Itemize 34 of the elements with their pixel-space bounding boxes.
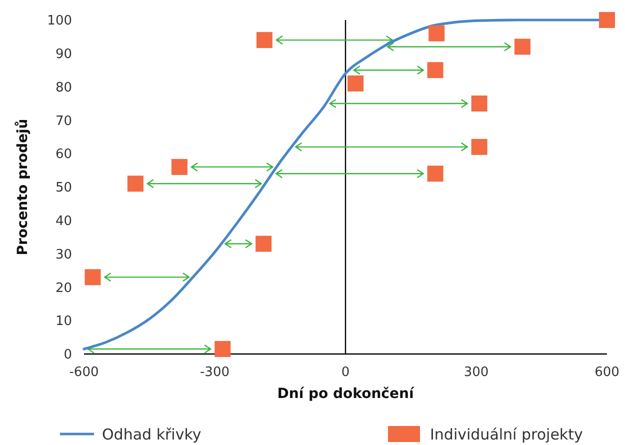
x-tick-label: -300: [200, 365, 230, 380]
y-axis-title: Procento prodejů: [14, 118, 31, 256]
y-tick-label: 100: [47, 14, 72, 29]
point: [427, 166, 444, 182]
y-tick-label: 0: [64, 348, 72, 363]
point: [256, 236, 272, 252]
y-tick-label: 70: [55, 114, 72, 129]
x-axis-title: Dní po dokončení: [277, 386, 415, 402]
point: [127, 176, 144, 192]
y-tick-label: 50: [55, 180, 72, 196]
y-tick-label: 20: [55, 280, 72, 296]
point: [214, 340, 231, 357]
y-tick-label: 90: [55, 46, 72, 62]
point: [427, 62, 444, 78]
y-tick-label: 60: [55, 147, 72, 162]
y-tick-label: 30: [55, 247, 72, 262]
x-tick-label: 300: [464, 365, 489, 380]
point: [171, 158, 188, 175]
point: [428, 25, 445, 42]
y-tick-label: 10: [55, 314, 72, 330]
x-tick-label: -600: [69, 365, 99, 380]
point: [348, 75, 364, 92]
y-tick-label: 40: [55, 214, 72, 229]
legend-label: Odhad křivky: [102, 425, 202, 444]
point: [256, 32, 272, 48]
point: [514, 38, 530, 55]
point: [84, 269, 101, 286]
x-tick-label: 0: [341, 365, 350, 380]
point: [599, 12, 615, 28]
point: [471, 96, 488, 112]
legend-label: Individuální projekty: [430, 425, 583, 444]
y-tick-label: 80: [55, 80, 72, 96]
point: [471, 138, 488, 155]
x-tick-label: 600: [594, 365, 620, 380]
